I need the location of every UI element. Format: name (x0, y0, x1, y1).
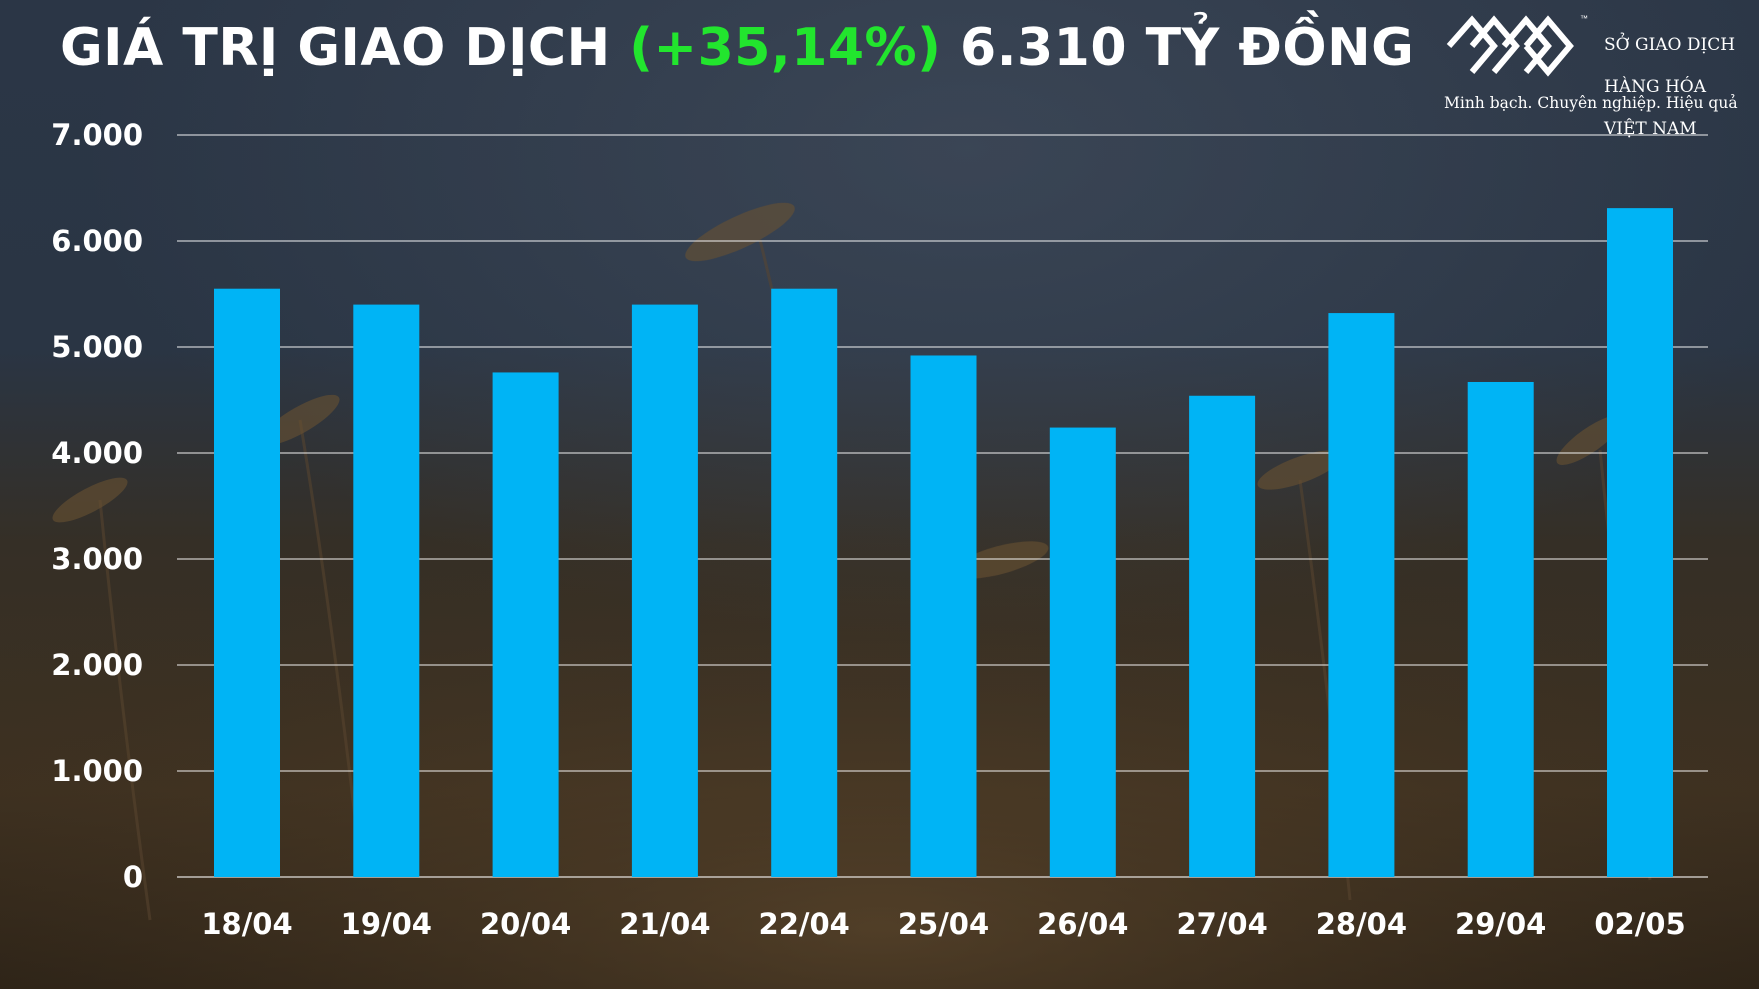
title-prefix: GIÁ TRỊ GIAO DỊCH (60, 18, 611, 78)
x-tick-label: 25/04 (898, 907, 989, 941)
bar-19-04 (353, 304, 420, 878)
org-name-line-1: SỞ GIAO DỊCH (1604, 35, 1736, 55)
bar-25-04 (910, 355, 977, 878)
bar-20-04 (492, 372, 559, 877)
x-tick-label: 22/04 (759, 907, 850, 941)
y-tick-label: 2.000 (51, 648, 143, 682)
bars (214, 208, 1673, 878)
bar-29-04 (1467, 381, 1534, 877)
y-tick-label: 7.000 (51, 118, 143, 152)
y-tick-label: 5.000 (51, 330, 143, 364)
bar-26-04 (1049, 427, 1116, 877)
x-tick-label: 20/04 (480, 907, 571, 941)
x-tick-label: 26/04 (1037, 907, 1128, 941)
title-value: 6.310 TỶ ĐỒNG (960, 18, 1415, 78)
y-tick-label: 6.000 (51, 224, 143, 258)
mxv-logo-icon (1446, 15, 1574, 77)
bar-22-04 (771, 288, 838, 877)
x-tick-label: 29/04 (1455, 907, 1546, 941)
title-change-percent: (+35,14%) (629, 18, 942, 78)
y-tick-label: 1.000 (51, 754, 143, 788)
bar-18-04 (214, 288, 280, 877)
org-tagline: Minh bạch. Chuyên nghiệp. Hiệu quả (1444, 94, 1738, 112)
org-name: SỞ GIAO DỊCH HÀNG HÓA VIỆT NAM (1604, 14, 1754, 161)
y-axis-ticks: 0 1.000 2.000 3.000 4.000 5.000 6.000 7.000 (51, 118, 143, 894)
y-tick-label: 3.000 (51, 542, 143, 576)
org-name-line-2: HÀNG HÓA (1604, 77, 1706, 97)
x-tick-label: 02/05 (1594, 907, 1685, 941)
x-tick-label: 19/04 (341, 907, 432, 941)
y-tick-label: 0 (123, 860, 143, 894)
y-tick-label: 4.000 (51, 436, 143, 470)
trademark-symbol: ™ (1580, 14, 1588, 23)
bar-27-04 (1189, 395, 1256, 877)
bar-28-04 (1328, 313, 1395, 878)
bar-21-04 (631, 304, 698, 878)
x-axis-ticks: 18/04 19/04 20/04 21/04 22/04 25/04 26/04 27/04… (201, 907, 1685, 941)
x-tick-label: 21/04 (619, 907, 710, 941)
org-name-line-3: VIỆT NAM (1604, 119, 1697, 139)
bar-02-05 (1607, 208, 1673, 877)
page-title: GIÁ TRỊ GIAO DỊCH (+35,14%) 6.310 TỶ ĐỒN… (60, 18, 1414, 78)
org-logo: ™ SỞ GIAO DỊCH HÀNG HÓA VIỆT NAM (1444, 10, 1744, 139)
x-tick-label: 28/04 (1316, 907, 1407, 941)
x-tick-label: 27/04 (1176, 907, 1267, 941)
x-tick-label: 18/04 (201, 907, 292, 941)
